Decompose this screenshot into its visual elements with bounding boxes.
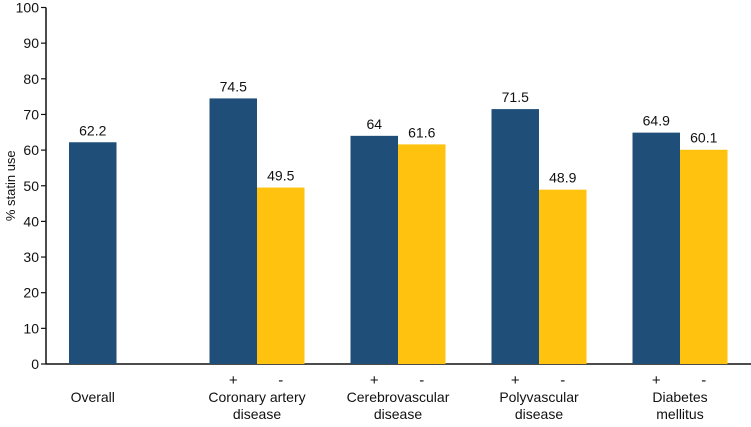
bar [539, 189, 587, 364]
y-tick-label: 50 [23, 178, 39, 194]
data-label: 64.9 [643, 113, 670, 129]
x-subcategory-label: - [560, 372, 565, 389]
x-category-label: disease [374, 406, 422, 422]
x-subcategory-label: - [701, 372, 706, 389]
x-subcategory-label: + [511, 372, 520, 389]
data-label: 74.5 [220, 78, 247, 94]
data-label: 60.1 [690, 130, 717, 146]
data-label: 64 [366, 116, 382, 132]
data-label: 48.9 [549, 170, 576, 186]
y-tick-label: 100 [16, 0, 40, 16]
y-tick-label: 10 [23, 320, 39, 336]
x-subcategory-label: - [419, 372, 424, 389]
x-category-label: Coronary artery [208, 389, 305, 405]
y-tick-label: 70 [23, 106, 39, 122]
bar [257, 187, 305, 364]
bar [350, 135, 398, 364]
data-label: 71.5 [502, 89, 529, 105]
x-category-label: Cerebrovascular [347, 389, 450, 405]
bar [398, 144, 446, 364]
x-category-label: disease [515, 406, 563, 422]
bar [209, 98, 257, 364]
x-subcategory-label: + [229, 372, 238, 389]
x-category-label: Overall [71, 389, 115, 405]
x-subcategory-label: - [278, 372, 283, 389]
y-tick-label: 90 [23, 35, 39, 51]
x-category-label: disease [233, 406, 281, 422]
y-tick-label: 60 [23, 142, 39, 158]
x-category-label: Diabetes [652, 389, 707, 405]
data-label: 49.5 [267, 168, 294, 184]
data-label: 62.2 [79, 122, 106, 138]
bar [491, 109, 539, 364]
x-category-label: mellitus [656, 406, 703, 422]
bar [632, 132, 680, 364]
y-tick-label: 40 [23, 213, 39, 229]
bar [680, 149, 728, 364]
y-tick-label: 20 [23, 285, 39, 301]
data-label: 61.6 [408, 124, 435, 140]
y-tick-label: 0 [31, 356, 39, 372]
y-tick-label: 30 [23, 249, 39, 265]
y-axis-title: % statin use [3, 150, 18, 221]
bar [69, 142, 117, 364]
x-category-label: Polyvascular [499, 389, 579, 405]
x-subcategory-label: + [652, 372, 661, 389]
y-tick-label: 80 [23, 71, 39, 87]
x-subcategory-label: + [370, 372, 379, 389]
